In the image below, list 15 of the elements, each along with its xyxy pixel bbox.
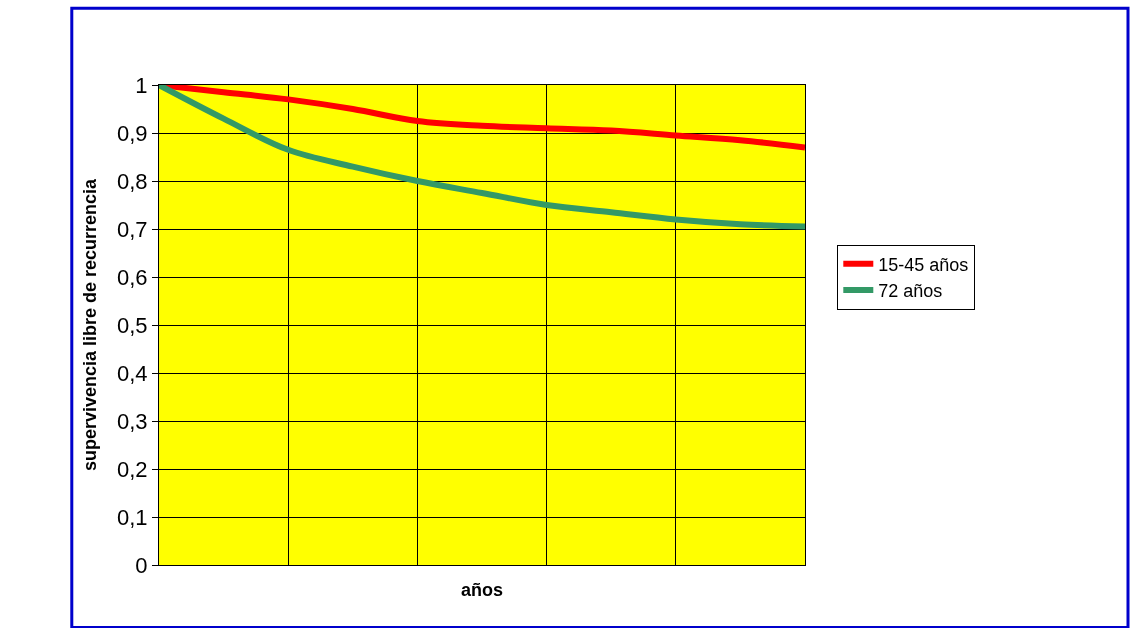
- y-tick-label: 0: [135, 552, 148, 578]
- y-tick-label: 0,5: [117, 312, 148, 338]
- y-tick-label: 0,4: [117, 360, 148, 386]
- y-axis-title: supervivencia libre de recurrencia: [80, 177, 101, 472]
- y-tick-label: 0,2: [117, 456, 148, 482]
- y-tick-label: 0,7: [117, 216, 148, 242]
- y-tick-label: 1: [135, 72, 148, 98]
- y-tick-label: 0,8: [117, 168, 148, 194]
- x-axis-title: años: [460, 579, 504, 600]
- y-tick-label: 0,1: [117, 504, 148, 530]
- legend-label: 72 años: [878, 281, 943, 302]
- y-tick-label: 0,3: [117, 408, 148, 434]
- y-tick-label: 0,6: [117, 264, 148, 290]
- y-tick-label: 0,9: [117, 120, 148, 146]
- legend-label: 15-45 años: [878, 254, 969, 275]
